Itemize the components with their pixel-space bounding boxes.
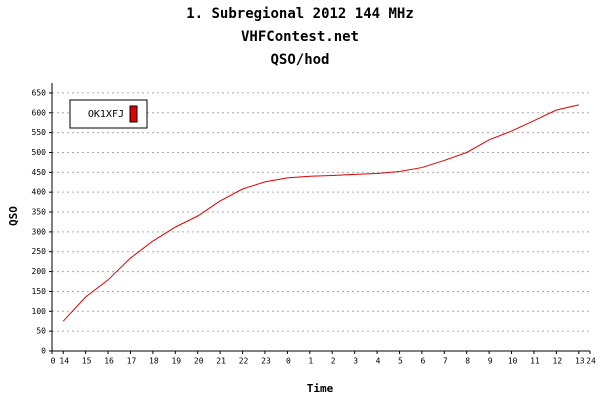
y-axis-label: QSO [7,206,20,226]
x-tick-label: 9 [488,357,493,366]
y-tick-label: 50 [36,327,46,336]
x-axis-label: Time [307,382,334,395]
legend-swatch [129,105,138,123]
x-tick-label: 4 [376,357,381,366]
x-tick-label: 23 [261,357,271,366]
legend-label: OK1XFJ [88,109,124,120]
x-tick-label: 20 [194,357,204,366]
x-tick-label: 1 [308,357,313,366]
chart-title: 1. Subregional 2012 144 MHz [186,6,414,22]
y-tick-label: 100 [32,307,47,316]
x-tick-label: 0 [51,357,56,366]
y-tick-label: 250 [32,247,47,256]
data-line [62,104,579,322]
y-tick-label: 400 [32,188,47,197]
x-tick-label: 17 [127,357,137,366]
y-tick-label: 600 [32,108,47,117]
x-tick-label: 24 [586,357,596,366]
y-tick-label: 450 [32,168,47,177]
x-tick-label: 22 [239,357,249,366]
x-tick-label: 8 [465,357,470,366]
x-tick-label: 10 [508,357,518,366]
x-tick-label: 0 [286,357,291,366]
y-tick-label: 300 [32,227,47,236]
x-tick-label: 7 [443,357,448,366]
x-tick-label: 19 [171,357,181,366]
y-tick-label: 650 [32,88,47,97]
x-tick-label: 11 [530,357,540,366]
x-tick-label: 16 [104,357,114,366]
y-tick-label: 200 [32,267,47,276]
x-tick-label: 2 [331,357,336,366]
y-tick-label: 550 [32,128,47,137]
chart-subtitle: VHFContest.net [241,29,359,45]
x-tick-label: 15 [82,357,92,366]
y-tick-label: 500 [32,148,47,157]
x-tick-label: 21 [216,357,226,366]
x-tick-label: 3 [353,357,358,366]
x-tick-label: 14 [59,357,69,366]
y-tick-label: 0 [41,347,46,356]
x-tick-label: 5 [398,357,403,366]
x-tick-label: 18 [149,357,159,366]
chart-subtitle: QSO/hod [270,52,329,68]
y-tick-label: 350 [32,208,47,217]
y-tick-label: 150 [32,287,47,296]
x-tick-label: 13 [575,357,585,366]
x-tick-label: 12 [553,357,563,366]
x-tick-label: 6 [420,357,425,366]
